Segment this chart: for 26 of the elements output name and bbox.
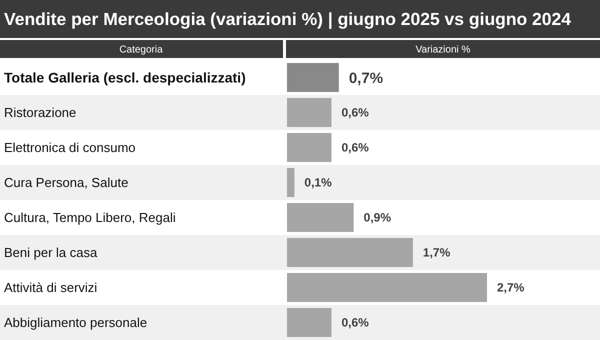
- y-tick-label: Totale Galleria (escl. despecializzati): [4, 69, 246, 86]
- y-tick-label: Cura Persona, Salute: [4, 175, 128, 190]
- bar: [287, 63, 339, 92]
- bar: [287, 308, 332, 337]
- bar: [287, 203, 354, 232]
- data-label: 0,6%: [341, 106, 370, 120]
- bar: [287, 238, 413, 267]
- data-label: 0,6%: [341, 316, 370, 330]
- bar: [287, 133, 332, 162]
- data-label: 2,7%: [497, 280, 525, 295]
- data-label: 1,7%: [422, 246, 451, 260]
- y-tick-label: Attività di servizi: [4, 280, 98, 296]
- data-label: 0,6%: [341, 140, 370, 155]
- data-label: 0,1%: [304, 176, 332, 190]
- y-tick-label: Cultura, Tempo Libero, Regali: [4, 210, 176, 226]
- y-axis-title: Categoria: [119, 44, 164, 56]
- data-label: 0,9%: [364, 210, 392, 225]
- bar: [287, 98, 332, 127]
- chart-title: Vendite per Merceologia (variazioni %) | giugno 2025 vs giugno 2024: [4, 9, 572, 30]
- y-tick-label: Elettronica di consumo: [4, 140, 136, 156]
- y-tick-label: Beni per la casa: [4, 245, 98, 260]
- y-tick-label: Abbigliamento personale: [4, 315, 148, 330]
- x-axis-title: Variazioni %: [416, 44, 471, 56]
- data-label: 0,7%: [348, 70, 384, 87]
- y-tick-label: Ristorazione: [4, 105, 76, 120]
- bar: [287, 168, 294, 197]
